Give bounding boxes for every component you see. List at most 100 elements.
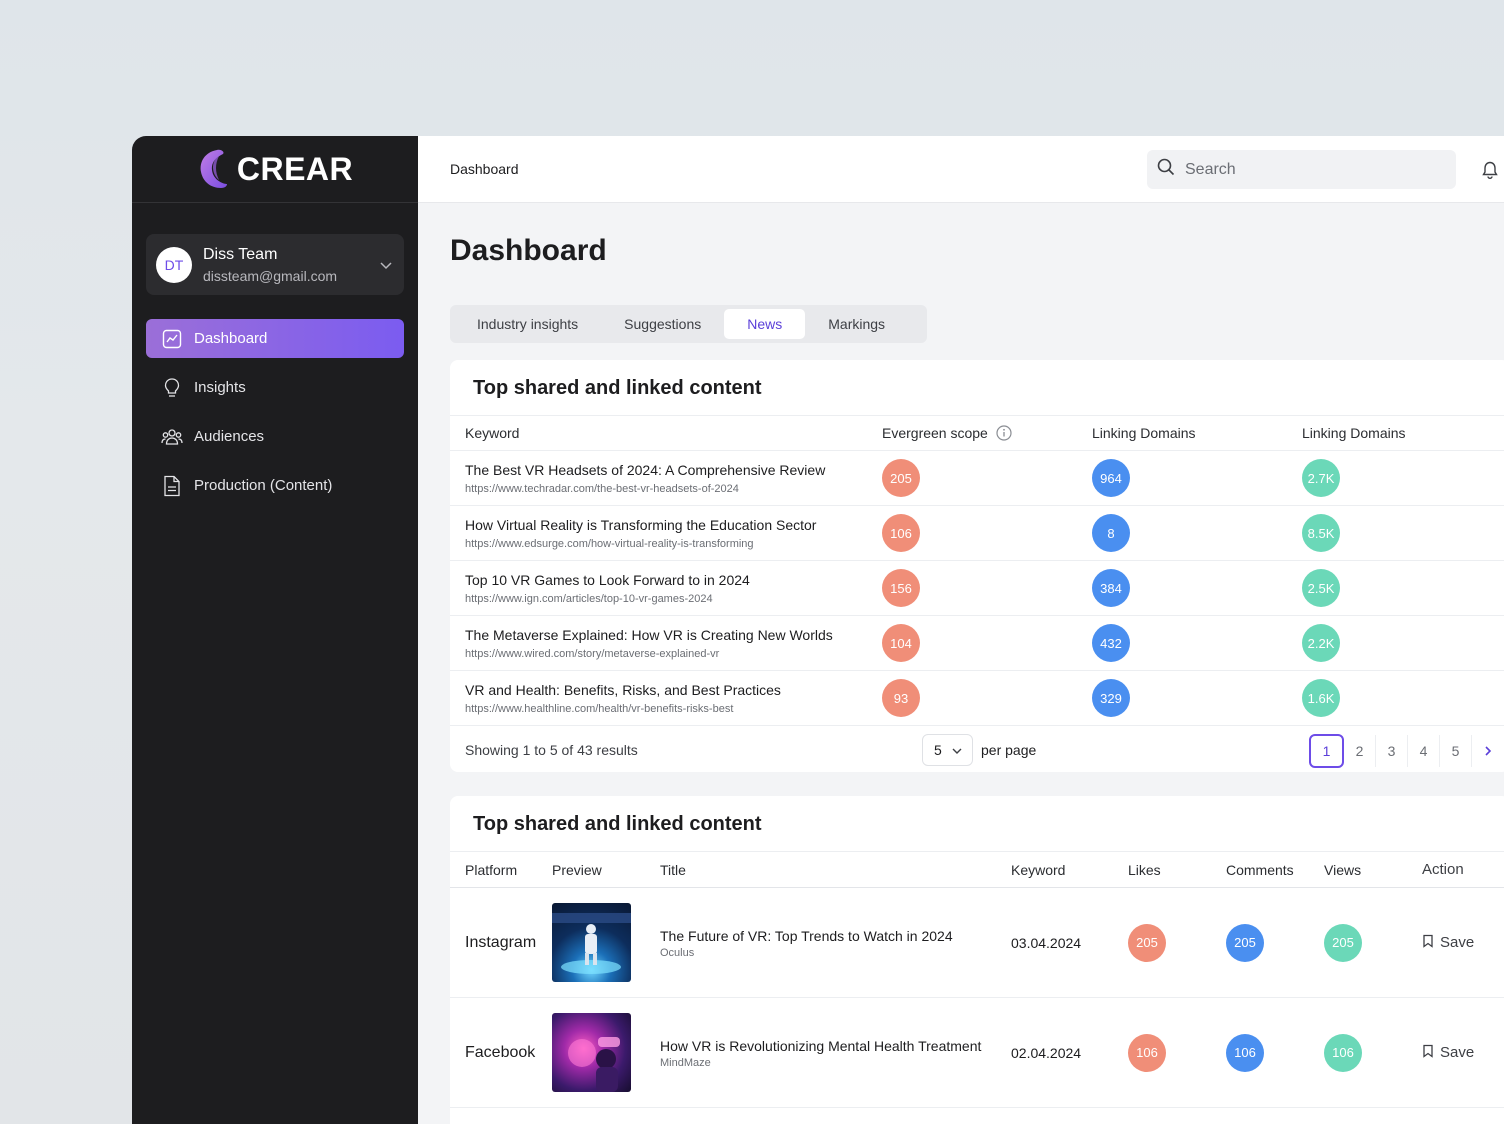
per-page-value: 5 xyxy=(934,742,942,758)
evergreen-badge: 104 xyxy=(882,624,920,662)
post-source: MindMaze xyxy=(660,1056,711,1069)
page-button-5[interactable]: 5 xyxy=(1440,735,1472,767)
row-title[interactable]: The Metaverse Explained: How VR is Creat… xyxy=(465,626,833,643)
tab-markings[interactable]: Markings xyxy=(828,316,886,332)
chevron-down-icon[interactable] xyxy=(378,257,394,273)
tab-bar: Industry insights Suggestions News Marki… xyxy=(450,305,927,343)
row-url[interactable]: https://www.edsurge.com/how-virtual-real… xyxy=(465,537,754,550)
column-header-title[interactable]: Title xyxy=(660,861,686,878)
column-header-likes[interactable]: Likes xyxy=(1128,861,1161,878)
likes-badge: 106 xyxy=(1128,1033,1166,1072)
column-header-keyword[interactable]: Keyword xyxy=(465,425,520,441)
post-title[interactable]: The Future of VR: Top Trends to Watch in… xyxy=(660,927,953,944)
page-button-4[interactable]: 4 xyxy=(1408,735,1440,767)
chevron-right-icon[interactable] xyxy=(1472,735,1504,767)
brand-name: CREAR xyxy=(236,150,354,187)
row-url[interactable]: https://www.ign.com/articles/top-10-vr-g… xyxy=(465,592,713,605)
column-header-comments[interactable]: Comments xyxy=(1226,861,1294,878)
sidebar-item-insights[interactable]: Insights xyxy=(146,368,404,407)
save-button[interactable]: Save xyxy=(1422,934,1504,952)
table-footer: Showing 1 to 5 of 43 results 5 per page … xyxy=(450,726,1504,774)
table-row[interactable]: The Best VR Headsets of 2024: A Comprehe… xyxy=(450,451,1504,506)
row-url[interactable]: https://www.healthline.com/health/vr-ben… xyxy=(465,702,734,715)
views-badge: 205 xyxy=(1324,923,1362,962)
table-row[interactable]: The Metaverse Explained: How VR is Creat… xyxy=(450,616,1504,671)
chevron-down-icon xyxy=(951,744,963,756)
platform-name: Instagram xyxy=(465,933,537,951)
sidebar-item-label: Dashboard xyxy=(194,330,268,347)
linking-domains-2-badge: 2.7K xyxy=(1302,459,1340,497)
table-header: Platform Preview Title Keyword Likes Com… xyxy=(450,852,1504,888)
search-input[interactable] xyxy=(1185,160,1425,179)
per-page-label: per page xyxy=(981,742,1037,758)
save-button[interactable]: Save xyxy=(1422,1044,1504,1062)
row-title[interactable]: VR and Health: Benefits, Risks, and Best… xyxy=(465,681,781,698)
evergreen-badge: 93 xyxy=(882,679,920,717)
column-header-action: Action xyxy=(1422,861,1464,878)
page-button-1[interactable]: 1 xyxy=(1309,734,1344,768)
app-window: CREAR DT Diss Team dissteam@gmail.com Da… xyxy=(132,136,1504,1124)
column-header-evergreen[interactable]: Evergreen scope xyxy=(882,425,1092,441)
card-title: Top shared and linked content xyxy=(450,796,1504,852)
topbar: Dashboard xyxy=(418,136,1504,203)
post-keyword: 03.04.2024 xyxy=(1011,934,1082,951)
sidebar-item-production[interactable]: Production (Content) xyxy=(146,466,404,505)
sidebar-nav: Dashboard Insights Audiences Production … xyxy=(146,319,404,515)
breadcrumb[interactable]: Dashboard xyxy=(450,161,519,177)
table-row[interactable]: Instagram The Future of V xyxy=(450,888,1504,998)
column-header-linking-domains-2[interactable]: Linking Domains xyxy=(1302,425,1406,441)
likes-badge: 205 xyxy=(1128,923,1166,962)
tab-news[interactable]: News xyxy=(724,309,806,339)
user-email: dissteam@gmail.com xyxy=(203,267,338,284)
table-row[interactable]: How Virtual Reality is Transforming the … xyxy=(450,506,1504,561)
avatar: DT xyxy=(156,246,192,283)
user-name: Diss Team xyxy=(203,245,278,263)
page-button-2[interactable]: 2 xyxy=(1344,735,1376,767)
social-content-card: Top shared and linked content Platform P… xyxy=(450,796,1504,1124)
tab-industry-insights[interactable]: Industry insights xyxy=(477,316,579,332)
document-icon xyxy=(161,475,183,497)
linking-domains-badge: 432 xyxy=(1092,624,1130,662)
linking-domains-badge: 329 xyxy=(1092,679,1130,717)
table-row[interactable]: VR and Health: Benefits, Risks, and Best… xyxy=(450,671,1504,726)
search-box[interactable] xyxy=(1147,150,1456,189)
linking-domains-2-badge: 2.2K xyxy=(1302,624,1340,662)
lightbulb-icon xyxy=(161,377,183,399)
comments-badge: 106 xyxy=(1226,1033,1264,1072)
row-url[interactable]: https://www.wired.com/story/metaverse-ex… xyxy=(465,647,720,660)
column-header-keyword[interactable]: Keyword xyxy=(1011,861,1066,878)
linking-domains-2-badge: 8.5K xyxy=(1302,514,1340,552)
info-icon[interactable] xyxy=(996,425,1012,441)
search-icon xyxy=(1157,158,1175,181)
row-title[interactable]: Top 10 VR Games to Look Forward to in 20… xyxy=(465,571,750,588)
post-keyword: 02.04.2024 xyxy=(1011,1044,1082,1061)
column-header-linking-domains[interactable]: Linking Domains xyxy=(1092,425,1196,441)
sidebar-item-dashboard[interactable]: Dashboard xyxy=(146,319,404,358)
crear-logo-icon xyxy=(197,148,229,190)
page-title: Dashboard xyxy=(450,234,607,267)
column-header-views[interactable]: Views xyxy=(1324,861,1362,878)
linking-domains-2-badge: 1.6K xyxy=(1302,679,1340,717)
column-header-preview[interactable]: Preview xyxy=(552,861,602,878)
row-title[interactable]: How Virtual Reality is Transforming the … xyxy=(465,516,817,533)
sidebar-item-audiences[interactable]: Audiences xyxy=(146,417,404,456)
linking-domains-badge: 964 xyxy=(1092,459,1130,497)
table-row[interactable]: Facebook How VR is Revolutionizing Menta… xyxy=(450,998,1504,1108)
row-title[interactable]: The Best VR Headsets of 2024: A Comprehe… xyxy=(465,461,826,478)
preview-thumbnail[interactable] xyxy=(552,903,631,982)
preview-thumbnail[interactable] xyxy=(552,1013,631,1092)
evergreen-badge: 156 xyxy=(882,569,920,607)
sidebar-item-label: Insights xyxy=(194,379,246,396)
bell-icon[interactable] xyxy=(1480,160,1500,180)
evergreen-badge: 205 xyxy=(882,459,920,497)
per-page-select[interactable]: 5 xyxy=(922,734,973,766)
post-title[interactable]: How VR is Revolutionizing Mental Health … xyxy=(660,1037,982,1054)
column-header-platform[interactable]: Platform xyxy=(465,861,518,878)
brand[interactable]: CREAR xyxy=(132,136,418,203)
table-row[interactable]: Top 10 VR Games to Look Forward to in 20… xyxy=(450,561,1504,616)
page-button-3[interactable]: 3 xyxy=(1376,735,1408,767)
user-info: Diss Team dissteam@gmail.com xyxy=(203,246,378,284)
row-url[interactable]: https://www.techradar.com/the-best-vr-he… xyxy=(465,482,739,495)
tab-suggestions[interactable]: Suggestions xyxy=(624,316,702,332)
account-switcher[interactable]: DT Diss Team dissteam@gmail.com xyxy=(146,234,404,295)
